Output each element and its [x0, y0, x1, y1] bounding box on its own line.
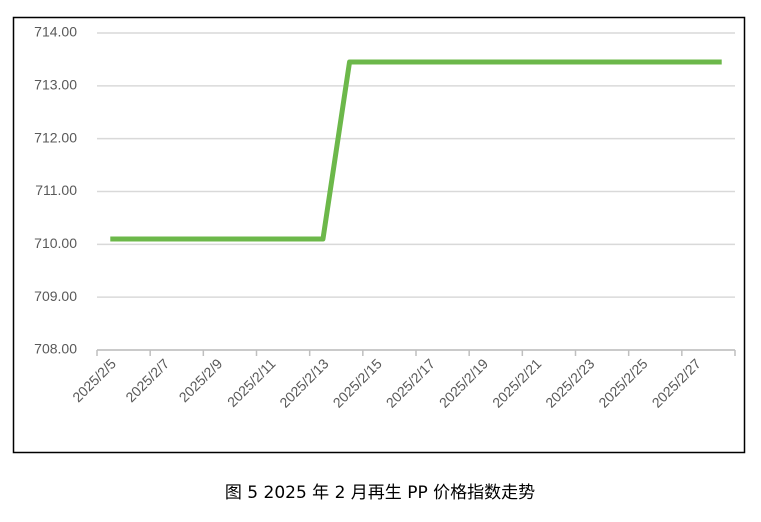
y-tick-label: 711.00 [35, 182, 77, 198]
y-tick-label: 708.00 [34, 341, 77, 357]
y-tick-label: 710.00 [34, 235, 77, 251]
y-tick-label: 714.00 [34, 24, 77, 40]
chart-frame [12, 16, 746, 454]
chart-caption: 图 5 2025 年 2 月再生 PP 价格指数走势 [225, 483, 535, 503]
y-tick-label: 713.00 [34, 77, 77, 93]
y-tick-label: 709.00 [34, 288, 77, 304]
series-line [110, 59, 722, 242]
y-tick-label: 712.00 [34, 129, 77, 145]
